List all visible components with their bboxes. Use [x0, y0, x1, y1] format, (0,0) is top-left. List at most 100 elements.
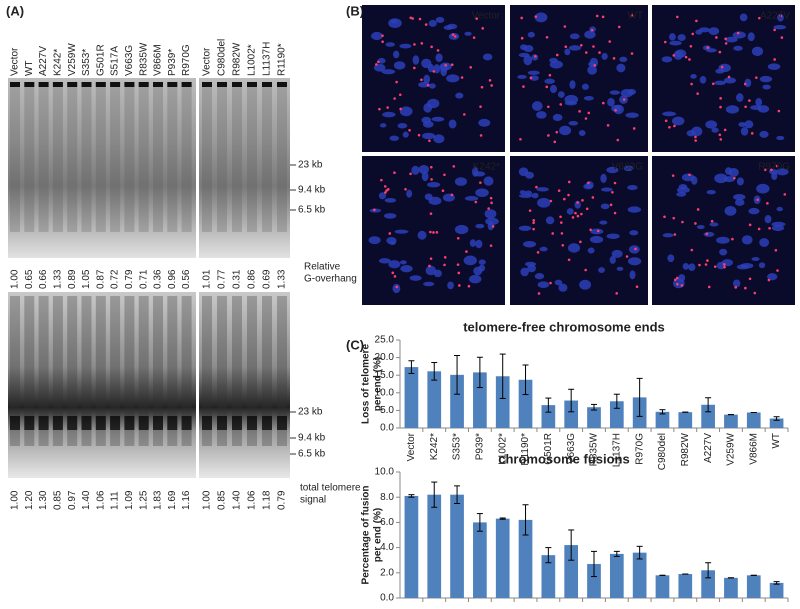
row-label: signal [300, 495, 326, 506]
lane-label: C980del [217, 39, 228, 76]
telomere-signal [744, 105, 747, 109]
telomere-signal [537, 292, 541, 295]
gel-lane [67, 82, 78, 232]
telomere-signal [731, 237, 734, 241]
telomere-signal [408, 128, 411, 132]
gel-well [153, 82, 163, 87]
gel-well [167, 82, 178, 87]
size-marker: 9.4 kb [298, 185, 326, 196]
chromosome [527, 264, 536, 273]
chromosome [728, 168, 739, 177]
gel-lane [38, 82, 49, 232]
chromosome [411, 165, 420, 175]
telomere-signal [690, 248, 694, 252]
telomere-signal [428, 139, 431, 143]
telomere-signal [404, 187, 407, 191]
telomere-signal-value: 1.06 [95, 490, 106, 510]
chromosome [422, 120, 434, 128]
bar [564, 545, 579, 598]
telomere-signal [411, 17, 414, 20]
chromosome [567, 243, 581, 253]
bar [655, 575, 670, 598]
telomere-signal [672, 216, 676, 220]
error-bar [613, 550, 620, 557]
x-tick-label: R970G [634, 433, 645, 465]
gel-lane [110, 296, 121, 446]
gel-lane [95, 296, 106, 446]
chromosome [568, 45, 582, 51]
chromosome [484, 209, 497, 219]
telomere-signal [489, 196, 493, 200]
gel-lane [217, 296, 227, 446]
error-bar [454, 354, 461, 395]
chromosome [539, 246, 548, 252]
telomere-signal [673, 233, 677, 236]
telomere-signal [612, 57, 616, 60]
panel-label: (A) [6, 3, 24, 18]
chromosome [478, 118, 491, 127]
chromosome [569, 80, 576, 89]
telomere-signal [755, 76, 758, 79]
x-tick-label: G501R [543, 433, 554, 465]
telomere-signal [744, 286, 747, 290]
gel-band [232, 416, 242, 430]
g-overhang-value: 0.66 [38, 269, 49, 289]
gel-band [67, 416, 78, 430]
telomere-signal [585, 207, 589, 211]
chromosome [559, 125, 572, 136]
telomere-signal [766, 202, 769, 205]
chromosome [536, 111, 547, 119]
chromosome [523, 240, 537, 248]
telomere-signal [576, 214, 580, 218]
chromosome [464, 195, 479, 201]
telomere-signal [584, 268, 587, 272]
chromosome [371, 31, 383, 41]
bar [450, 374, 464, 428]
chromosome [589, 235, 604, 244]
lane-label: R1190* [277, 43, 288, 76]
telomere-signal [443, 263, 446, 267]
chromosome [482, 53, 493, 61]
chromosome [590, 228, 604, 235]
x-tick-label: Vector [406, 432, 417, 461]
bar [587, 563, 601, 598]
telomere-signal [420, 42, 424, 45]
error-bar [773, 581, 780, 585]
row-label: Relative [304, 262, 341, 273]
chromosome [483, 176, 494, 186]
telomere-signal [635, 285, 639, 289]
telomere-signal [480, 85, 484, 89]
telomere-signal [587, 181, 590, 185]
bar [404, 367, 419, 428]
telomere-signal [469, 66, 473, 69]
y-axis-label: per end (%) [373, 357, 384, 411]
chromosome [776, 168, 789, 176]
telomere-signal [413, 43, 416, 46]
bar [404, 495, 419, 598]
telomere-signal [574, 211, 577, 215]
telomere-signal [713, 265, 717, 268]
lane-label: R970G [181, 44, 192, 76]
gel-lane [110, 82, 121, 232]
chromosome [716, 236, 730, 244]
chromosome [422, 132, 436, 140]
chromosome [587, 247, 595, 254]
bar [632, 552, 647, 598]
error-bar [476, 513, 483, 532]
chromosome [627, 184, 638, 191]
bar [746, 575, 761, 598]
gel-lane [153, 82, 163, 232]
chromosome [475, 223, 485, 229]
telomere-signal [529, 76, 533, 80]
x-tick-label: A227V [703, 433, 714, 463]
telomere-signal [694, 135, 697, 139]
gel-lane [138, 82, 149, 232]
row-label: G-overhang [304, 274, 357, 285]
telomere-signal [611, 190, 614, 194]
lane-label: V259W [67, 43, 78, 76]
chromosome [447, 281, 454, 290]
chromosome [708, 27, 720, 36]
bar [769, 582, 784, 598]
error-bar [636, 377, 643, 417]
telomere-signal [393, 171, 396, 175]
